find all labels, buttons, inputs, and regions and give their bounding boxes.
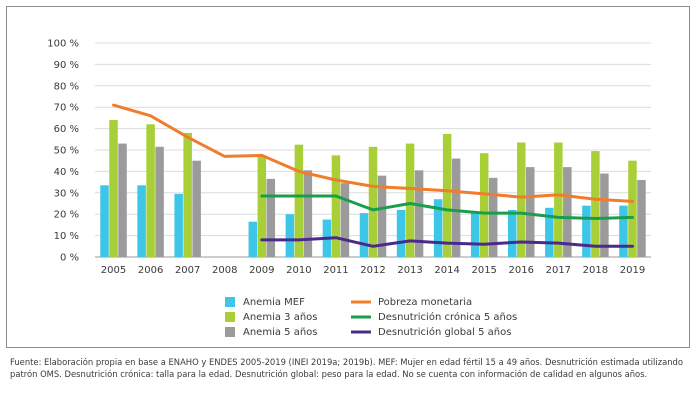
series-line [260, 236, 634, 248]
legend-label: Anemia 3 años [243, 312, 318, 323]
bar [517, 142, 526, 257]
y-tick-label: 30 % [54, 188, 79, 199]
y-tick-label: 40 % [54, 167, 79, 178]
legend-label: Desnutrición global 5 años [378, 326, 511, 338]
legend-label: Anemia MEF [243, 297, 305, 308]
x-tick-label: 2015 [471, 265, 496, 276]
bar [545, 207, 554, 257]
bar [266, 178, 276, 257]
y-tick-label: 90 % [54, 60, 79, 71]
bar [183, 132, 192, 257]
bar [433, 199, 443, 257]
bar [109, 120, 118, 257]
x-tick-label: 2009 [249, 265, 274, 276]
bar [628, 160, 637, 257]
y-tick-label: 10 % [54, 231, 79, 242]
bar [563, 167, 572, 257]
source-note: Fuente: Elaboración propia en base a ENA… [10, 357, 683, 379]
y-tick-label: 20 % [54, 210, 79, 221]
x-tick-label: 2005 [101, 265, 126, 276]
bar [377, 175, 387, 257]
bar [451, 158, 461, 257]
x-tick-label: 2014 [434, 265, 459, 276]
x-tick-label: 2013 [397, 265, 422, 276]
x-tick-label: 2019 [620, 265, 645, 276]
bar [368, 146, 378, 257]
bar [414, 170, 424, 257]
bar [340, 183, 350, 257]
x-tick-label: 2018 [583, 265, 608, 276]
bar [257, 156, 267, 257]
legend-swatch [225, 312, 235, 322]
bar [331, 155, 341, 257]
legend-label: Pobreza monetaria [378, 297, 472, 308]
bar [470, 212, 480, 257]
bar [174, 193, 183, 257]
x-tick-label: 2011 [323, 265, 348, 276]
bar [582, 205, 591, 257]
lines [112, 103, 634, 248]
bar [100, 185, 109, 257]
x-tick-label: 2007 [175, 265, 200, 276]
bar [192, 160, 201, 257]
bar [405, 143, 415, 257]
y-tick-label: 0 % [60, 253, 79, 264]
legend-label: Desnutrición crónica 5 años [378, 311, 517, 323]
y-tick-label: 70 % [54, 103, 79, 114]
x-tick-label: 2017 [546, 265, 571, 276]
combo-chart: 0 % 10 % 20 % 30 % 40 % 50 % 60 % 70 % 80 % 90 % 1… [47, 39, 651, 338]
legend-swatch [225, 297, 235, 307]
bar [619, 205, 628, 257]
series-line [112, 103, 634, 203]
x-tick-label: 2010 [286, 265, 311, 276]
chart-frame: 0 % 10 % 20 % 30 % 40 % 50 % 60 % 70 % 80 % 90 % 1… [6, 6, 690, 348]
y-axis-ticks: 0 % 10 % 20 % 30 % 40 % 50 % 60 % 70 % 80 % 90 % 1… [47, 39, 79, 264]
x-tick-label: 2012 [360, 265, 385, 276]
bar [479, 153, 489, 257]
bar [303, 170, 313, 257]
bar [526, 167, 535, 257]
bar [442, 133, 452, 257]
x-tick-label: 2016 [509, 265, 534, 276]
bar [285, 214, 295, 257]
bar [591, 151, 600, 257]
x-tick-label: 2006 [138, 265, 163, 276]
bar [155, 146, 164, 257]
bar [508, 209, 517, 257]
bar [118, 143, 127, 257]
bar [600, 173, 609, 257]
y-tick-label: 50 % [54, 146, 79, 157]
legend-label: Anemia 5 años [243, 327, 318, 338]
bar [554, 142, 563, 257]
bar [146, 124, 155, 257]
x-tick-label: 2008 [212, 265, 237, 276]
bar [294, 144, 304, 257]
bar [396, 209, 406, 257]
bar [488, 177, 498, 257]
legend-swatch [225, 327, 235, 337]
legend: Anemia MEF Anemia 3 años Anemia 5 años Pobr… [225, 297, 517, 338]
bar [637, 179, 646, 257]
series-line [260, 194, 634, 220]
y-tick-label: 80 % [54, 81, 79, 92]
bar [137, 185, 146, 257]
bar [248, 221, 258, 257]
bar [359, 213, 369, 257]
y-tick-label: 60 % [54, 124, 79, 135]
y-tick-label: 100 % [47, 39, 79, 50]
bars [100, 120, 646, 257]
x-axis-ticks: 2005 2006 2007 2008 2009 2010 2011 2012 2013 2014… [101, 265, 645, 276]
